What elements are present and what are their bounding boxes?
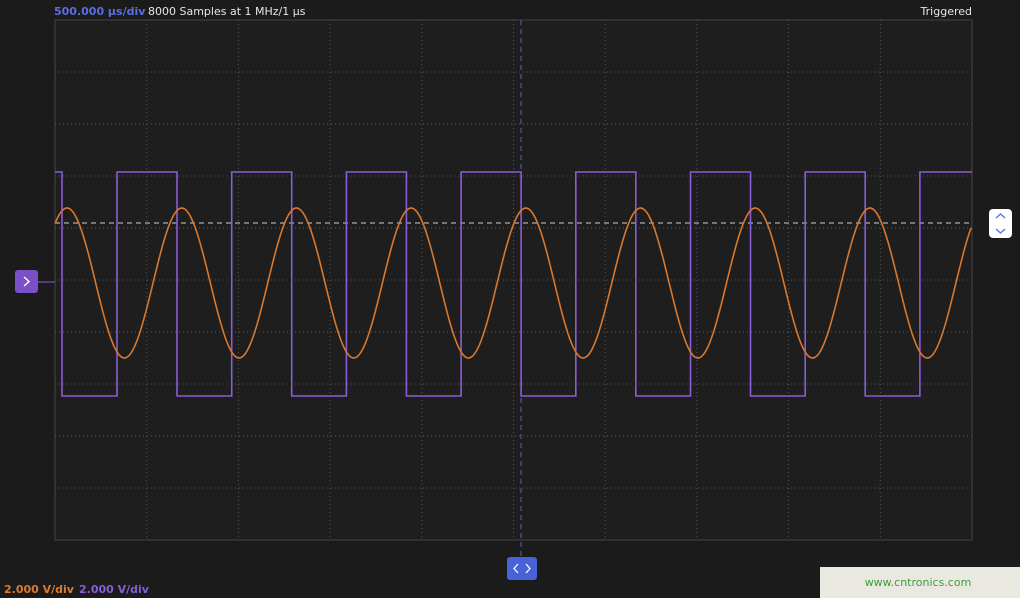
marker-arrows — [513, 563, 531, 574]
channel-1-scale[interactable]: 2.000 V/div — [4, 583, 75, 596]
channel-1-trace — [54, 207, 972, 359]
trigger-position-marker[interactable] — [507, 557, 537, 580]
watermark: www.cntronics.com — [865, 576, 972, 589]
channel-offset-marker[interactable] — [15, 270, 38, 293]
grid — [55, 20, 972, 540]
marker-arrow — [23, 276, 31, 287]
marker-arrows — [995, 213, 1006, 234]
watermark-box — [820, 567, 1020, 598]
trigger-level-marker[interactable] — [989, 209, 1012, 238]
channel-2-scale[interactable]: 2.000 V/div — [79, 583, 150, 596]
timebase[interactable]: 500.000 μs/div — [54, 5, 146, 18]
channel-2-trace — [55, 171, 972, 397]
trigger-status: Triggered — [920, 5, 972, 18]
sample-info: 8000 Samples at 1 MHz/1 μs — [148, 5, 306, 18]
